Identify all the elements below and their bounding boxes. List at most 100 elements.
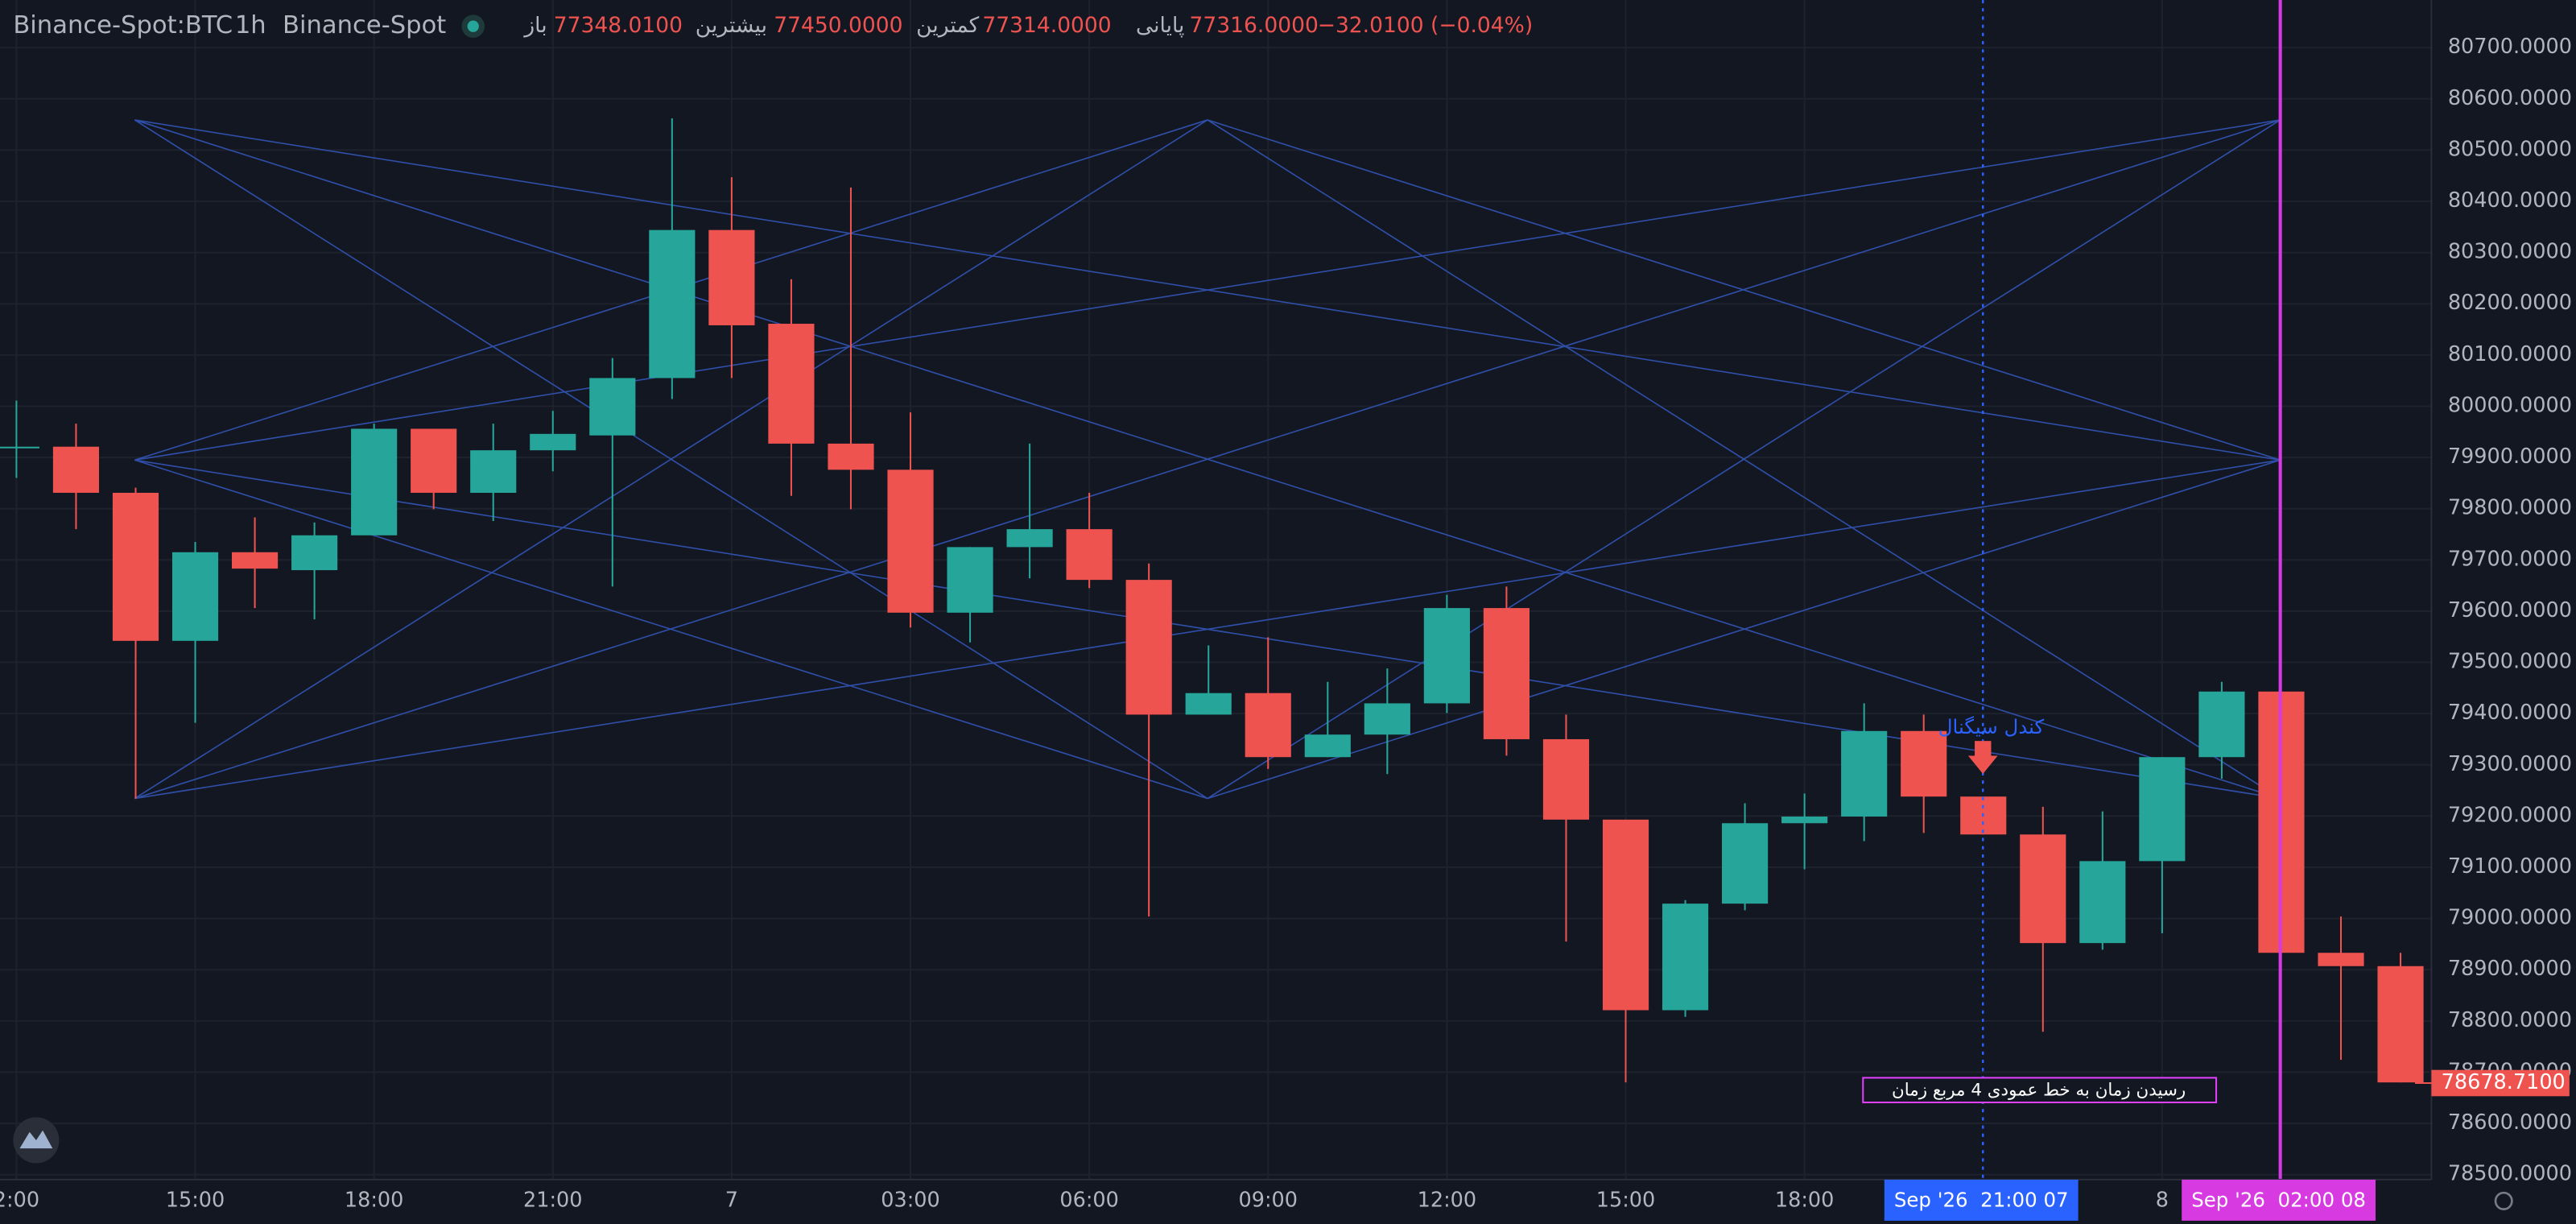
- candles: [0, 118, 2424, 1083]
- signal-arrow-head: [1967, 755, 1998, 774]
- y-tick-label: 80100.0000: [2448, 342, 2572, 366]
- candle-body: [2079, 861, 2126, 944]
- symbol: Binance-Spot:BTC: [13, 11, 233, 39]
- x-tick-label: 7: [725, 1188, 738, 1212]
- x-tick-label: 03:00: [881, 1188, 940, 1212]
- low-value: 77314.0000: [982, 13, 1111, 38]
- open-label: باز: [522, 13, 547, 38]
- candle-body: [1125, 580, 1172, 715]
- y-tick-label: 79300.0000: [2448, 752, 2572, 776]
- candle-body: [1483, 608, 1530, 739]
- x-tick-label: 15:00: [166, 1188, 225, 1212]
- y-tick-label: 79800.0000: [2448, 496, 2572, 520]
- candle-body: [2198, 691, 2245, 758]
- candle-body: [2139, 757, 2186, 862]
- signal-arrow: [1975, 741, 1992, 758]
- candle-body: [1722, 823, 1769, 904]
- interval: 1h: [235, 11, 266, 39]
- candle-body: [708, 229, 755, 325]
- close-label: پایانی: [1136, 13, 1184, 38]
- y-tick-label: 79700.0000: [2448, 547, 2572, 571]
- annotation-box: [1862, 1077, 2218, 1104]
- candle-body: [828, 443, 874, 470]
- crosshair-time-label: Sep '26 21:00 07: [1894, 1188, 2069, 1211]
- close-value: 77316.0000: [1190, 13, 1319, 38]
- x-tick-label: 2:00: [0, 1188, 39, 1212]
- y-tick-label: 79100.0000: [2448, 854, 2572, 879]
- y-tick-label: 80600.0000: [2448, 86, 2572, 110]
- annotation-text: رسیدن زمان به خط عمودی 4 مربع زمان: [1892, 1081, 2186, 1101]
- candle-body: [887, 469, 934, 613]
- candle-body: [1006, 529, 1053, 548]
- candle-body: [947, 547, 993, 613]
- last-price-bg: [2431, 1069, 2570, 1097]
- x-tick-label: 06:00: [1059, 1188, 1119, 1212]
- candle-body: [1423, 608, 1470, 704]
- y-tick-label: 79400.0000: [2448, 701, 2572, 725]
- candle-body: [291, 535, 338, 571]
- candle-body: [1185, 693, 1232, 715]
- candle-body: [1662, 904, 1709, 1011]
- candle-body: [2318, 953, 2364, 966]
- y-tick-label: 78600.0000: [2448, 1110, 2572, 1135]
- candle-body: [1542, 738, 1590, 820]
- x-tick-label: 8: [2156, 1188, 2169, 1212]
- candle-body: [1364, 703, 1410, 735]
- y-tick-label: 79000.0000: [2448, 906, 2572, 930]
- y-tick-label: 80500.0000: [2448, 137, 2572, 161]
- x-tick-label: 21:00: [523, 1188, 583, 1212]
- y-tick-label: 80000.0000: [2448, 393, 2572, 417]
- y-tick-label: 80300.0000: [2448, 240, 2572, 264]
- candle-body: [112, 492, 159, 641]
- open-value: 77348.0100: [554, 13, 683, 38]
- x-tick-label: 12:00: [1418, 1188, 1477, 1212]
- y-tick-label: 80200.0000: [2448, 291, 2572, 315]
- candle-body: [470, 450, 517, 493]
- y-tick-label: 78900.0000: [2448, 957, 2572, 981]
- candle-body: [1245, 693, 1291, 758]
- candle-body: [530, 433, 576, 451]
- high-label: بیشترین: [696, 13, 767, 38]
- candle-body: [768, 324, 815, 444]
- candle-body: [1901, 730, 1947, 797]
- y-tick-label: 78800.0000: [2448, 1008, 2572, 1032]
- candle-body: [589, 378, 636, 436]
- status-dot: [467, 20, 479, 32]
- change-value: −32.0100 (−0.04%): [1318, 13, 1533, 38]
- candle-body: [52, 446, 100, 493]
- header: Binance-Spot:BTC 1h Binance-Spot باز 773…: [13, 11, 1533, 39]
- x-tick-label: 15:00: [1596, 1188, 1656, 1212]
- candle-body: [649, 229, 696, 378]
- last-price-label: 78678.7100: [2442, 1070, 2566, 1094]
- high-value: 77450.0000: [774, 13, 902, 38]
- candle-body: [2377, 966, 2424, 1083]
- logo-mark: [19, 1130, 53, 1149]
- y-tick-label: 79600.0000: [2448, 598, 2572, 622]
- time-line-label-bg: [2182, 1179, 2376, 1221]
- candle-body: [1304, 734, 1351, 758]
- x-tick-label: 18:00: [345, 1188, 404, 1212]
- y-tick-label: 78500.0000: [2448, 1162, 2572, 1186]
- y-tick-label: 80700.0000: [2448, 35, 2572, 59]
- low-label: کمترین: [916, 13, 980, 38]
- settings-icon[interactable]: [2494, 1191, 2513, 1210]
- y-tick-label: 80400.0000: [2448, 188, 2572, 213]
- candle-body: [0, 446, 39, 449]
- candle-body: [1841, 730, 1888, 817]
- candle-body: [351, 428, 398, 536]
- candle-body: [2020, 834, 2066, 944]
- candle-body: [1066, 529, 1113, 581]
- price-axis: [2431, 0, 2576, 1224]
- candle-body: [1781, 817, 1828, 824]
- crosshair-time-label-bg: [1884, 1179, 2079, 1221]
- y-tick-label: 79900.0000: [2448, 445, 2572, 469]
- candle-body: [171, 552, 219, 641]
- candle-body: [232, 552, 279, 569]
- time-line-label: Sep '26 02:00 08: [2191, 1188, 2366, 1211]
- x-tick-label: 18:00: [1775, 1188, 1835, 1212]
- exchange: Binance-Spot: [283, 11, 446, 39]
- x-tick-label: 09:00: [1239, 1188, 1298, 1212]
